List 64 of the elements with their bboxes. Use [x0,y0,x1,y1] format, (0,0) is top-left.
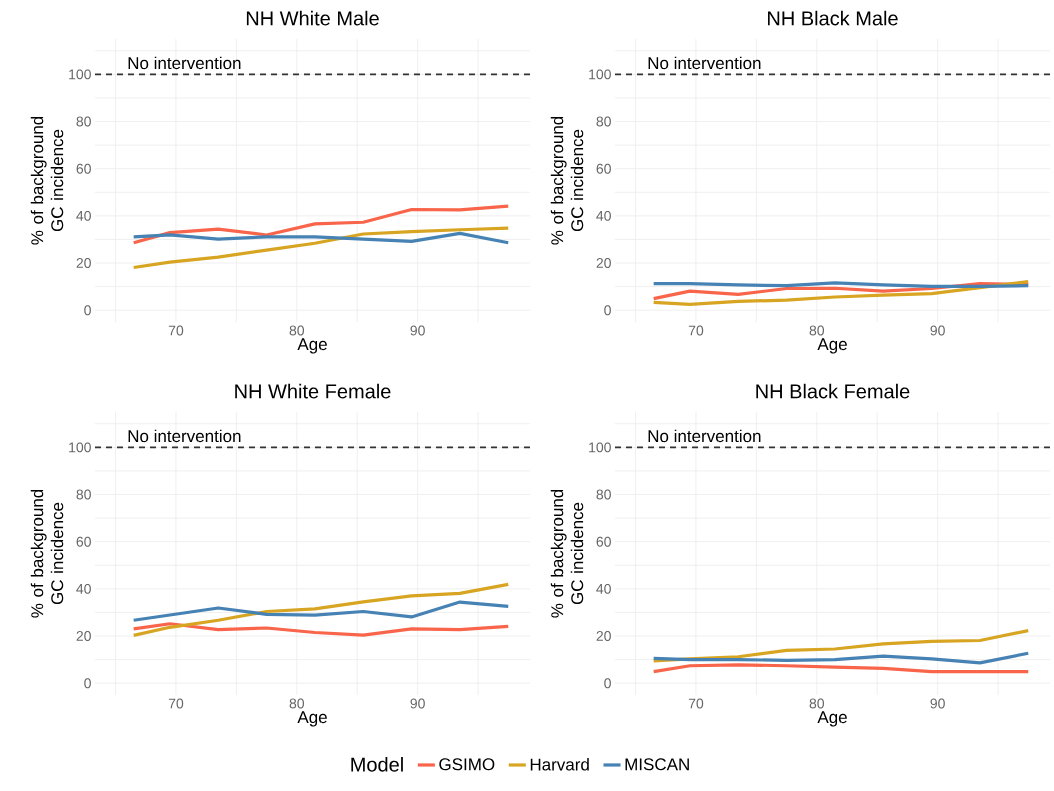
x-tick-label: 70 [168,325,184,336]
x-axis-title: Age [297,338,327,354]
line-series [132,204,510,245]
ref-line-label: No intervention [648,429,761,443]
y-axis-title: % of background GC incidence [30,489,64,618]
ref-line-label: No intervention [128,56,241,70]
y-tick-label: 60 [596,536,611,547]
x-tick-label: 80 [809,325,825,336]
x-tick-label: 90 [410,698,425,709]
y-tick-label: 20 [76,631,91,641]
y-tick-label: 40 [76,210,91,221]
y-tick-label: 40 [76,583,91,594]
y-tick-label: 80 [596,116,611,127]
line-series [652,280,1030,306]
y-tick-label: 60 [76,536,91,547]
chart-title: NH Black Female [756,383,910,399]
y-tick-label: 0 [84,305,91,316]
line-series [132,231,510,245]
y-tick-label: 20 [596,631,611,641]
x-tick-label: 90 [930,325,945,336]
y-tick-label: 80 [596,489,611,500]
chart-title: NH White Male [246,10,379,26]
y-tick-label: 100 [589,69,611,80]
x-tick-label: 70 [688,698,704,709]
chart-title: NH Black Male [768,10,898,26]
y-tick-label: 0 [84,678,91,689]
line-series [132,600,510,622]
y-tick-label: 100 [69,69,91,80]
y-tick-label: 40 [596,210,611,221]
y-tick-label: 20 [76,258,91,268]
y-tick-label: 0 [604,305,611,316]
line-series [132,582,510,637]
x-tick-label: 80 [289,325,305,336]
x-axis-title: Age [297,711,327,727]
ref-line-label: No intervention [648,56,761,70]
x-tick-label: 80 [289,698,305,709]
line-series [652,651,1030,665]
x-tick-label: 90 [410,325,425,336]
legend-title: Model [351,756,403,772]
legend-label: MISCAN [625,758,689,771]
line-series [132,226,510,270]
y-axis-title: % of background GC incidence [550,489,584,618]
y-tick-label: 60 [76,163,91,174]
y-tick-label: 80 [76,489,91,500]
y-tick-label: 20 [596,258,611,268]
y-tick-label: 100 [69,442,91,453]
legend-label: Harvard [530,758,589,771]
y-axis-title: % of background GC incidence [30,116,64,245]
y-tick-label: 80 [76,116,91,127]
x-axis-title: Age [817,338,847,354]
line-series [132,622,510,637]
x-axis-title: Age [817,711,847,727]
y-tick-label: 40 [596,583,611,594]
y-tick-label: 0 [604,678,611,689]
x-tick-label: 90 [930,698,945,709]
y-tick-label: 100 [589,442,611,453]
x-tick-label: 70 [688,325,704,336]
x-tick-label: 70 [168,698,184,709]
x-tick-label: 80 [809,698,825,709]
legend-label: GSIMO [439,758,495,771]
y-axis-title: % of background GC incidence [550,116,584,245]
y-tick-label: 60 [596,163,611,174]
ref-line-label: No intervention [128,429,241,443]
chart-title: NH White Female [235,383,391,399]
